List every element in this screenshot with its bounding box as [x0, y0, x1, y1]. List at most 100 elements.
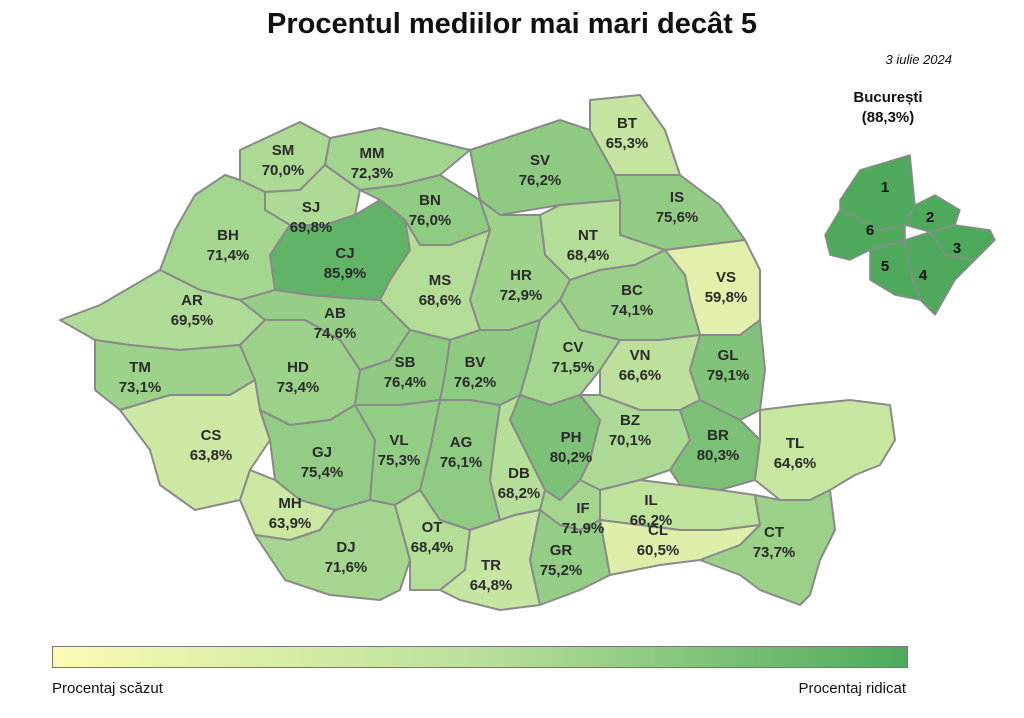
county-value-mh: 63,9% [269, 515, 312, 532]
county-code-il: IL [644, 492, 657, 509]
bucuresti-heading: București (88,3%) [838, 88, 938, 128]
county-code-ct: CT [764, 524, 784, 541]
county-value-ph: 80,2% [550, 449, 593, 466]
county-code-tr: TR [481, 557, 501, 574]
sector-label-1: 1 [881, 179, 889, 196]
county-code-bn: BN [419, 192, 441, 209]
county-region-bz[interactable] [579, 394, 691, 491]
county-value-tr: 64,8% [470, 577, 513, 594]
county-code-cl: CL [648, 522, 668, 539]
county-code-sm: SM [272, 142, 295, 159]
county-code-tl: TL [786, 435, 804, 452]
county-value-hr: 72,9% [500, 287, 543, 304]
county-code-is: IS [670, 189, 684, 206]
county-code-ph: PH [561, 429, 582, 446]
county-code-cj: CJ [335, 245, 354, 262]
sector-label-6: 6 [866, 222, 874, 239]
county-code-db: DB [508, 465, 530, 482]
bucuresti-sector-6[interactable] [824, 209, 906, 261]
county-code-bh: BH [217, 227, 239, 244]
county-value-gj: 75,4% [301, 464, 344, 481]
county-value-bh: 71,4% [207, 247, 250, 264]
county-code-br: BR [707, 427, 729, 444]
county-code-ms: MS [429, 272, 452, 289]
county-value-cs: 63,8% [190, 447, 233, 464]
county-value-hd: 73,4% [277, 379, 320, 396]
map-date: 3 iulie 2024 [885, 52, 953, 67]
county-region-ct[interactable] [699, 489, 836, 606]
bucuresti-name: București [853, 89, 923, 106]
county-code-mm: MM [360, 145, 385, 162]
county-labels: SM 70,0% MM 72,3% SV 76,2% BT 65,3% SJ 69,8% BN 76,… [119, 115, 817, 594]
county-value-sm: 70,0% [262, 162, 305, 179]
county-value-bc: 74,1% [611, 302, 654, 319]
county-value-cv: 71,5% [552, 359, 595, 376]
county-value-dj: 71,6% [325, 559, 368, 576]
county-value-nt: 68,4% [567, 247, 610, 264]
county-value-ag: 76,1% [440, 454, 483, 471]
county-code-hd: HD [287, 359, 309, 376]
county-value-is: 75,6% [656, 209, 699, 226]
county-value-mm: 72,3% [351, 165, 394, 182]
county-code-if: IF [576, 500, 589, 517]
county-value-cj: 85,9% [324, 265, 367, 282]
county-code-ab: AB [324, 305, 346, 322]
county-value-vn: 66,6% [619, 367, 662, 384]
county-value-ab: 74,6% [314, 325, 357, 342]
county-code-ar: AR [181, 292, 203, 309]
county-code-gj: GJ [312, 444, 332, 461]
sector-label-4: 4 [919, 267, 928, 284]
county-code-vs: VS [716, 269, 736, 286]
county-value-vl: 75,3% [378, 452, 421, 469]
county-value-br: 80,3% [697, 447, 740, 464]
map-title: Procentul mediilor mai mari decât 5 [267, 8, 757, 40]
legend-high-label: Procentaj ridicat [798, 680, 906, 697]
county-region-tl[interactable] [754, 399, 896, 501]
county-value-cl: 60,5% [637, 542, 680, 559]
county-value-bv: 76,2% [454, 374, 497, 391]
county-code-tm: TM [129, 359, 151, 376]
county-code-vl: VL [389, 432, 408, 449]
county-value-ot: 68,4% [411, 539, 454, 556]
legend-gradient-bar [52, 646, 908, 668]
county-code-cs: CS [201, 427, 222, 444]
county-value-sb: 76,4% [384, 374, 427, 391]
county-code-sb: SB [395, 354, 416, 371]
county-value-bt: 65,3% [606, 135, 649, 152]
county-value-sv: 76,2% [519, 172, 562, 189]
county-code-mh: MH [278, 495, 301, 512]
county-regions [59, 94, 896, 611]
county-value-sj: 69,8% [290, 219, 333, 236]
county-value-db: 68,2% [498, 485, 541, 502]
county-code-hr: HR [510, 267, 532, 284]
county-code-dj: DJ [336, 539, 355, 556]
county-value-tm: 73,1% [119, 379, 162, 396]
bucuresti-inset [824, 154, 996, 316]
county-code-bt: BT [617, 115, 637, 132]
sector-label-5: 5 [881, 258, 889, 275]
county-value-if: 71,9% [562, 520, 605, 537]
county-region-br[interactable] [669, 399, 761, 491]
county-code-gr: GR [550, 542, 573, 559]
county-code-bz: BZ [620, 412, 640, 429]
county-value-ms: 68,6% [419, 292, 462, 309]
county-value-vs: 59,8% [705, 289, 748, 306]
bucuresti-sector-labels: 1 2 3 4 5 6 [866, 179, 961, 284]
county-region-cs[interactable] [119, 379, 271, 511]
county-code-nt: NT [578, 227, 598, 244]
county-value-gl: 79,1% [707, 367, 750, 384]
county-code-bc: BC [621, 282, 643, 299]
county-code-sj: SJ [302, 199, 320, 216]
county-value-ar: 69,5% [171, 312, 214, 329]
county-code-bv: BV [465, 354, 486, 371]
county-value-gr: 75,2% [540, 562, 583, 579]
county-region-cv[interactable] [519, 299, 621, 406]
county-code-vn: VN [630, 347, 651, 364]
sector-label-3: 3 [953, 240, 961, 257]
bucuresti-value: (88,3%) [861, 109, 915, 126]
county-code-ot: OT [422, 519, 443, 536]
county-value-il: 66,2% [630, 512, 673, 529]
county-value-ct: 73,7% [753, 544, 796, 561]
county-value-bn: 76,0% [409, 212, 452, 229]
